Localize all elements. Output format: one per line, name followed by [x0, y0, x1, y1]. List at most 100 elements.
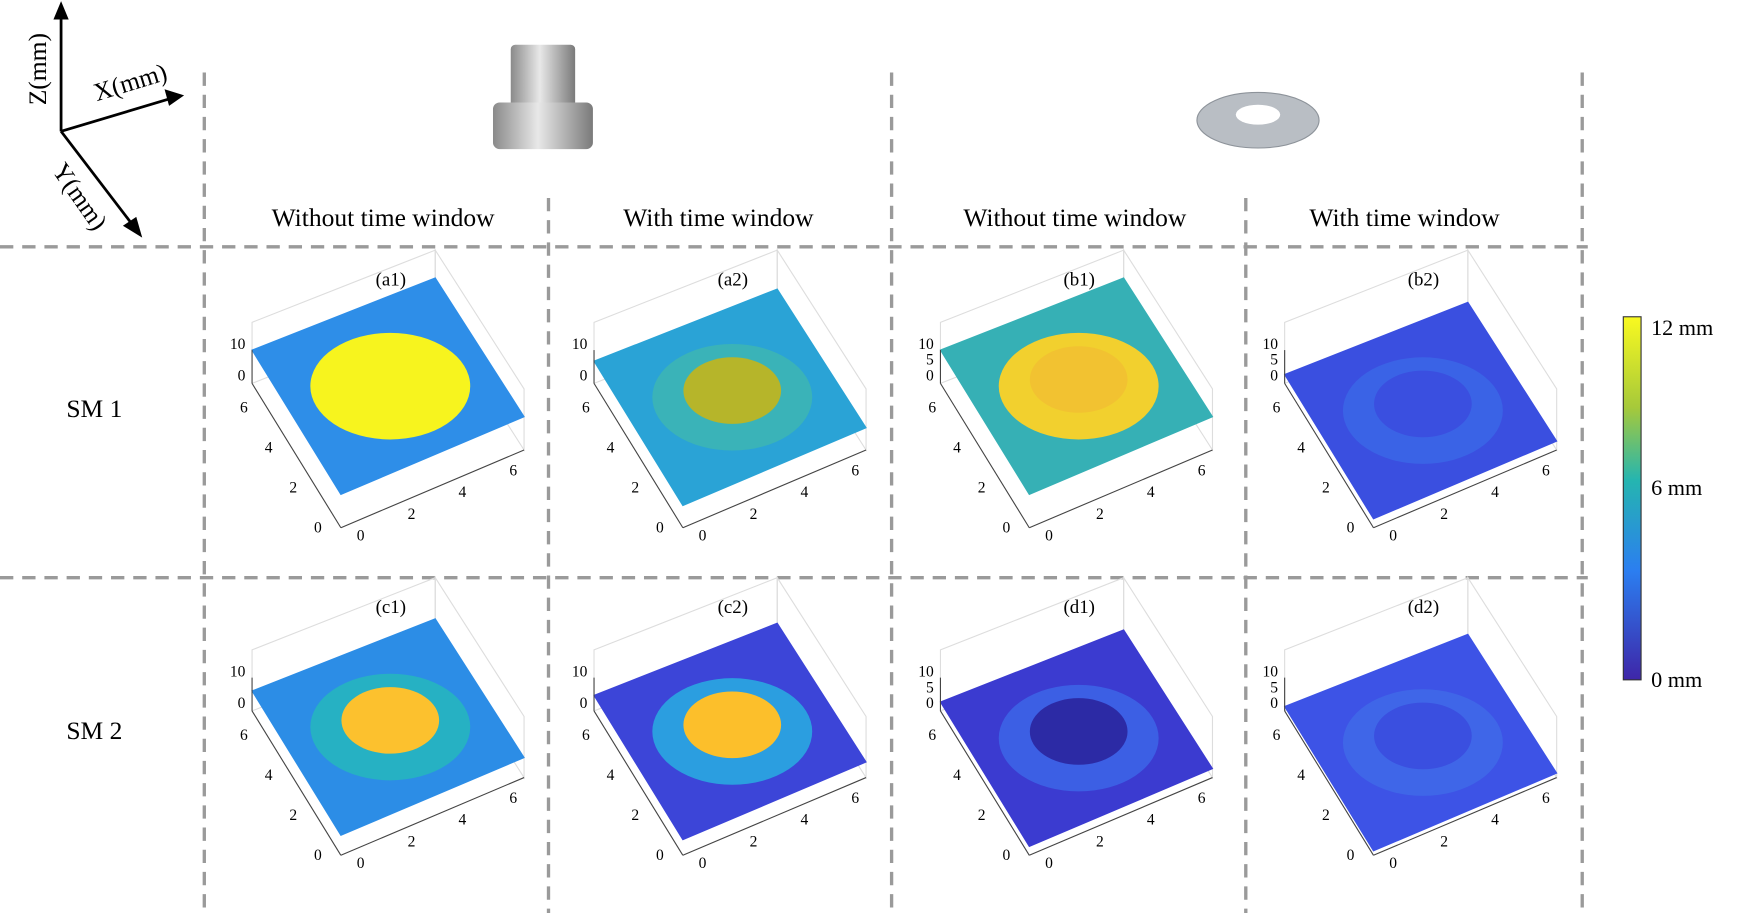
- x-tick-label: 2: [1096, 833, 1104, 850]
- x-tick-label: 0: [357, 855, 365, 872]
- x-tick-label: 6: [851, 463, 859, 480]
- axis-line: [1373, 777, 1557, 856]
- x-tick-label: 2: [1440, 506, 1448, 523]
- z-tick-label: 10: [572, 664, 588, 681]
- y-tick-label: 0: [1002, 847, 1010, 864]
- y-tick-label: 2: [631, 807, 639, 824]
- axis-line: [682, 777, 867, 856]
- row-label: SM 1: [66, 394, 122, 423]
- column-header: Without time window: [963, 203, 1186, 232]
- y-tick-label: 6: [582, 399, 590, 416]
- y-tick-label: 0: [314, 520, 322, 537]
- z-tick-label: 5: [1270, 679, 1278, 696]
- y-tick-label: 2: [289, 807, 297, 824]
- y-tick-label: 0: [1002, 520, 1010, 537]
- z-tick-label: 0: [580, 695, 588, 712]
- x-tick-label: 0: [357, 527, 365, 544]
- surface-core: [683, 691, 782, 759]
- axis-line: [340, 449, 525, 529]
- arrowhead: [164, 89, 185, 106]
- z-tick-label: 0: [1270, 695, 1278, 712]
- surface-core: [341, 346, 440, 413]
- axis-line: [593, 710, 684, 856]
- z-tick-label: 10: [918, 664, 934, 681]
- z-tick-label: 5: [926, 352, 934, 369]
- y-tick-label: 0: [656, 847, 664, 864]
- axis-line: [1284, 383, 1374, 529]
- x-tick-label: 2: [408, 833, 416, 850]
- bolt-head: [492, 102, 593, 150]
- x-tick-label: 2: [1096, 506, 1104, 523]
- colorbar-label: 6 mm: [1651, 475, 1702, 500]
- row-label: SM 2: [66, 716, 122, 745]
- y-tick-label: 4: [953, 439, 961, 456]
- x-tick-label: 0: [699, 855, 707, 872]
- bolt-photo: [492, 44, 593, 150]
- x-tick-label: 6: [509, 790, 517, 807]
- y-tick-label: 6: [240, 399, 248, 416]
- z-tick-label: 10: [572, 336, 588, 353]
- washer-hole: [1235, 104, 1281, 125]
- x-axis-label: X(mm): [90, 57, 170, 107]
- axis-line: [251, 383, 342, 529]
- y-tick-label: 4: [607, 439, 615, 456]
- x-tick-label: 6: [1198, 463, 1206, 480]
- surface-plot: (a2) 6 4 2 0 0 2 4 6 10 0: [572, 248, 867, 544]
- arrowhead: [53, 1, 69, 20]
- y-tick-label: 4: [265, 767, 273, 784]
- y-tick-label: 4: [953, 767, 961, 784]
- axis-line: [340, 777, 525, 856]
- y-tick-label: 2: [1322, 807, 1330, 824]
- x-tick-label: 4: [458, 812, 466, 829]
- x-tick-label: 2: [750, 833, 758, 850]
- x-tick-label: 2: [1440, 833, 1448, 850]
- z-axis-label: Z(mm): [23, 33, 52, 105]
- surface-core: [341, 687, 440, 754]
- axes-legend: [53, 1, 185, 238]
- colorbar-label: 0 mm: [1651, 667, 1702, 692]
- x-tick-label: 4: [458, 484, 466, 501]
- y-axis-label: Y(mm): [46, 157, 113, 235]
- z-tick-label: 10: [230, 664, 246, 681]
- axis-line: [682, 449, 867, 529]
- y-tick-label: 4: [1297, 767, 1305, 784]
- y-tick-label: 6: [928, 399, 936, 416]
- z-tick-label: 0: [926, 695, 934, 712]
- z-tick-label: 0: [238, 695, 246, 712]
- axis-line: [1029, 449, 1213, 529]
- y-tick-label: 4: [1297, 439, 1305, 456]
- column-header: With time window: [1309, 203, 1500, 232]
- y-tick-label: 6: [240, 727, 248, 744]
- axis-line: [593, 383, 684, 529]
- y-tick-label: 0: [1347, 847, 1355, 864]
- surface-core: [683, 357, 782, 424]
- y-tick-label: 2: [289, 479, 297, 496]
- x-tick-label: 2: [408, 506, 416, 523]
- y-tick-label: 4: [265, 439, 273, 456]
- panel-label: (b1): [1064, 270, 1095, 291]
- x-tick-label: 6: [1542, 463, 1550, 480]
- x-tick-label: 0: [1045, 855, 1053, 872]
- y-tick-label: 2: [978, 479, 986, 496]
- x-tick-label: 0: [1389, 527, 1397, 544]
- y-tick-label: 6: [582, 727, 590, 744]
- surface-plot: (a1) 6 4 2 0 0 2 4 6 10 0: [230, 248, 525, 544]
- y-tick-label: 4: [607, 767, 615, 784]
- surface-core: [1029, 698, 1128, 765]
- surface-core: [1374, 702, 1472, 770]
- colorbar-label: 12 mm: [1651, 315, 1713, 340]
- washer-photo: [1196, 91, 1320, 149]
- z-tick-label: 10: [1262, 336, 1278, 353]
- panel-label: (b2): [1408, 270, 1439, 291]
- y-tick-label: 0: [656, 520, 664, 537]
- z-tick-label: 0: [1270, 367, 1278, 384]
- bolt-thread: [510, 44, 576, 114]
- surface-plot: (c1) 6 4 2 0 0 2 4 6 10 0: [230, 575, 525, 872]
- z-tick-label: 5: [1270, 352, 1278, 369]
- y-arrow: [59, 130, 135, 227]
- x-tick-label: 0: [1045, 527, 1053, 544]
